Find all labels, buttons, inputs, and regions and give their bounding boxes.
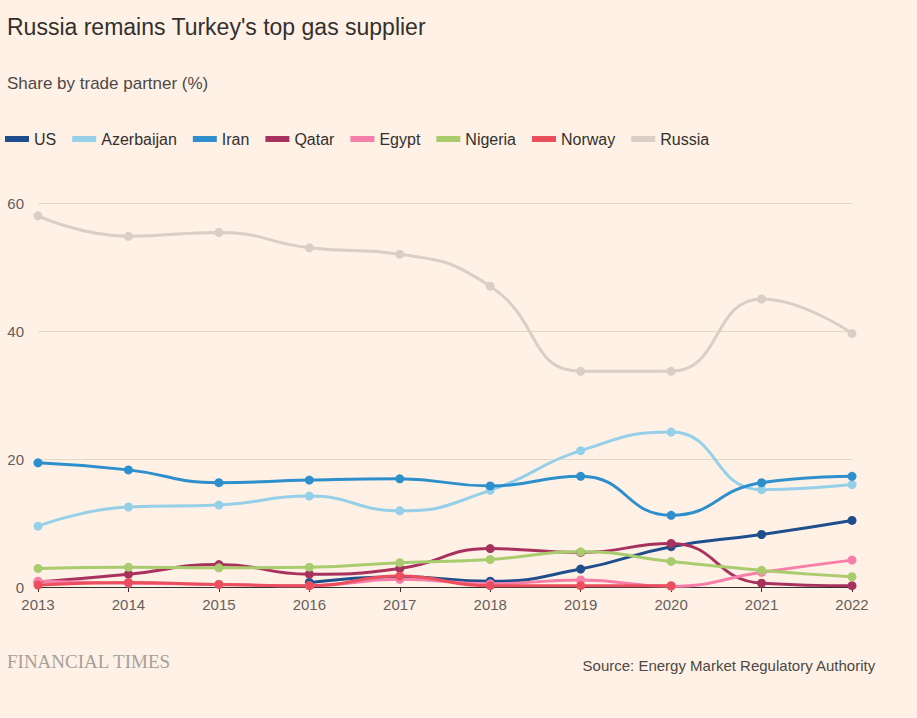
svg-text:Norway: Norway (561, 131, 615, 148)
svg-text:FINANCIAL TIMES: FINANCIAL TIMES (7, 651, 170, 672)
svg-text:Russia remains Turkey's top ga: Russia remains Turkey's top gas supplier (7, 14, 426, 40)
svg-text:Nigeria: Nigeria (465, 131, 516, 148)
svg-text:Source: Energy Market Regulato: Source: Energy Market Regulatory Authori… (583, 657, 876, 674)
svg-text:US: US (34, 131, 56, 148)
svg-text:2019: 2019 (564, 596, 597, 613)
svg-text:2017: 2017 (383, 596, 416, 613)
svg-text:60: 60 (7, 195, 24, 212)
svg-text:2013: 2013 (21, 596, 54, 613)
svg-text:0: 0 (16, 579, 24, 596)
svg-text:2015: 2015 (202, 596, 235, 613)
svg-text:2018: 2018 (474, 596, 507, 613)
svg-text:2022: 2022 (835, 596, 868, 613)
svg-text:Qatar: Qatar (294, 131, 335, 148)
svg-text:Russia: Russia (660, 131, 709, 148)
svg-text:40: 40 (7, 323, 24, 340)
svg-text:Iran: Iran (222, 131, 250, 148)
svg-text:2014: 2014 (112, 596, 145, 613)
svg-text:Egypt: Egypt (379, 131, 420, 148)
svg-text:2016: 2016 (293, 596, 326, 613)
svg-text:Azerbaijan: Azerbaijan (101, 131, 177, 148)
svg-text:2020: 2020 (654, 596, 687, 613)
svg-text:Share by trade partner (%): Share by trade partner (%) (7, 74, 208, 93)
svg-text:2021: 2021 (745, 596, 778, 613)
svg-text:20: 20 (7, 451, 24, 468)
